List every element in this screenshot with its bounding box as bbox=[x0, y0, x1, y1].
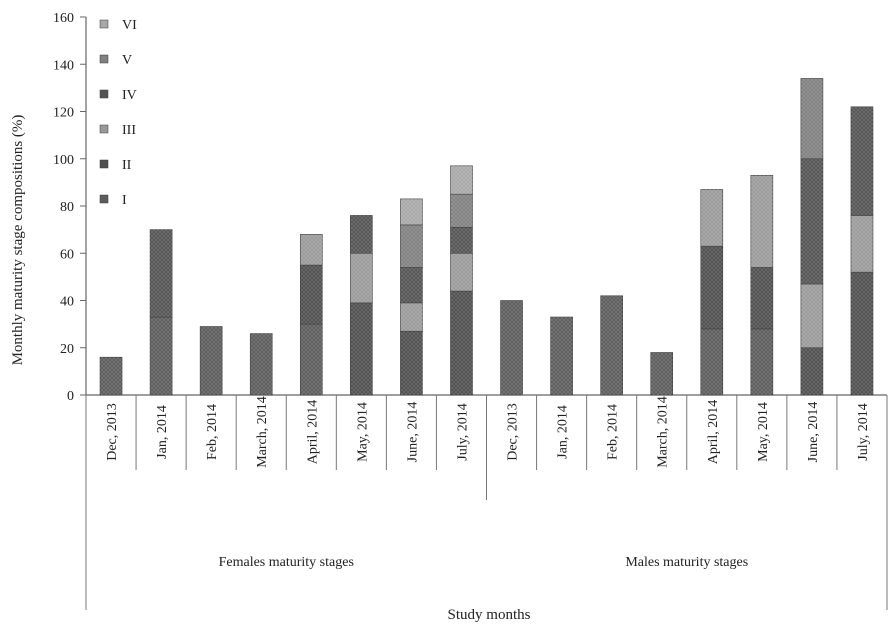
bars-layer bbox=[99, 78, 874, 396]
bar-texture bbox=[750, 267, 773, 329]
bar-texture bbox=[400, 267, 423, 303]
x-category-label: May, 2014 bbox=[355, 402, 370, 462]
y-axis-label: Monthly maturity stage compositions (%) bbox=[10, 115, 26, 366]
legend-label-II: II bbox=[122, 158, 132, 173]
x-category-label: July, 2014 bbox=[455, 403, 470, 460]
bar-texture bbox=[300, 324, 323, 395]
bar-texture bbox=[450, 227, 473, 254]
bar-texture bbox=[800, 78, 823, 159]
legend-swatch-VI bbox=[99, 19, 109, 29]
bar-texture bbox=[700, 246, 723, 329]
y-tick-label: 20 bbox=[60, 342, 74, 357]
x-axis-categories: Dec, 2013 Jan, 2014 Feb, 2014 March, 2014 Ap… bbox=[85, 395, 888, 610]
bar-texture bbox=[800, 347, 823, 395]
y-tick-label: 140 bbox=[53, 58, 74, 73]
legend-label-III: III bbox=[122, 123, 136, 138]
x-category-label: May, 2014 bbox=[756, 402, 771, 462]
legend-swatch-IV bbox=[99, 89, 109, 99]
bar-texture bbox=[400, 302, 423, 332]
x-category-label: June, 2014 bbox=[405, 402, 420, 463]
bar-texture bbox=[300, 234, 323, 266]
x-axis-label: Study months bbox=[448, 607, 531, 623]
legend-swatch-V bbox=[99, 54, 109, 64]
bar-texture bbox=[750, 328, 773, 395]
bar-texture bbox=[850, 106, 873, 216]
x-category-label: July, 2014 bbox=[856, 403, 871, 460]
bar-texture bbox=[100, 357, 123, 395]
y-tick-label: 40 bbox=[60, 295, 74, 310]
bar-texture bbox=[500, 300, 523, 395]
group-label: Females maturity stages bbox=[219, 555, 354, 570]
bar-texture bbox=[200, 326, 223, 395]
bar-texture bbox=[450, 291, 473, 395]
legend-swatch-III bbox=[99, 124, 109, 134]
bar-texture bbox=[850, 215, 873, 273]
y-tick-label: 100 bbox=[53, 153, 74, 168]
x-category-label: Feb, 2014 bbox=[606, 404, 621, 460]
bar-texture bbox=[400, 331, 423, 395]
bar-texture bbox=[250, 333, 273, 395]
bar-texture bbox=[850, 272, 873, 395]
x-category-label: April, 2014 bbox=[706, 400, 721, 465]
x-category-label: Jan, 2014 bbox=[556, 405, 571, 459]
bar-texture bbox=[750, 175, 773, 268]
x-category-label: Jan, 2014 bbox=[155, 405, 170, 459]
bar-texture bbox=[150, 229, 173, 318]
legend-swatch-II bbox=[99, 159, 109, 169]
bar-texture bbox=[600, 295, 623, 395]
bar-texture bbox=[150, 317, 173, 395]
x-category-label: March, 2014 bbox=[255, 396, 270, 468]
bar-texture bbox=[450, 165, 473, 195]
group-label: Males maturity stages bbox=[625, 555, 748, 570]
bar-texture bbox=[400, 198, 423, 225]
bar-texture bbox=[700, 189, 723, 247]
bar-texture bbox=[400, 224, 423, 268]
y-tick-label: 0 bbox=[67, 389, 74, 404]
y-tick-label: 160 bbox=[53, 11, 74, 26]
legend-label-V: V bbox=[122, 53, 132, 68]
legend-label-VI: VI bbox=[122, 18, 137, 33]
y-tick-label: 120 bbox=[53, 106, 74, 121]
bar-texture bbox=[300, 265, 323, 325]
bar-texture bbox=[350, 253, 373, 303]
bar-texture bbox=[800, 283, 823, 348]
bar-texture bbox=[350, 215, 373, 254]
x-category-label: June, 2014 bbox=[806, 402, 821, 463]
x-category-label: March, 2014 bbox=[656, 396, 671, 468]
bar-texture bbox=[450, 253, 473, 292]
x-category-label: Dec, 2013 bbox=[105, 403, 120, 461]
x-category-label: Feb, 2014 bbox=[205, 404, 220, 460]
legend-label-I: I bbox=[122, 193, 127, 208]
y-tick-label: 80 bbox=[60, 200, 74, 215]
legend-label-IV: IV bbox=[122, 88, 137, 103]
y-tick-label: 60 bbox=[60, 247, 74, 262]
x-category-label: Dec, 2013 bbox=[506, 403, 521, 461]
bar-texture bbox=[450, 194, 473, 228]
bar-texture bbox=[800, 158, 823, 284]
legend-swatch-I bbox=[99, 194, 109, 204]
bar-texture bbox=[550, 317, 573, 395]
bar-texture bbox=[650, 352, 673, 395]
bar-texture bbox=[350, 302, 373, 395]
bar-texture bbox=[700, 328, 723, 395]
x-category-label: April, 2014 bbox=[305, 400, 320, 465]
